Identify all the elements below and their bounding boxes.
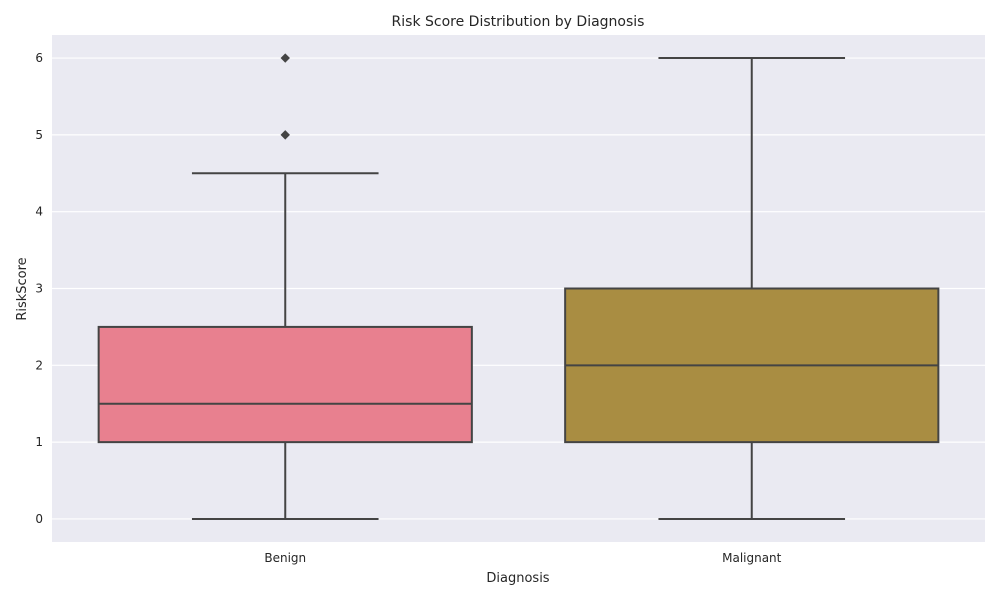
- y-tick-label: 4: [35, 205, 43, 219]
- x-tick-label: Malignant: [722, 551, 782, 565]
- y-tick-label: 1: [35, 435, 43, 449]
- y-tick-label: 2: [35, 358, 43, 372]
- x-tick-label: Benign: [264, 551, 306, 565]
- x-tick-labels: Benign Malignant: [264, 551, 781, 565]
- chart-title: Risk Score Distribution by Diagnosis: [392, 14, 645, 30]
- iqr-box: [97, 325, 473, 444]
- y-tick-labels: 0 1 2 3 4 5 6: [35, 51, 43, 526]
- y-tick-label: 0: [35, 512, 43, 526]
- boxes: [97, 53, 940, 520]
- outlier-marker: [280, 130, 290, 140]
- box-benign: [97, 53, 473, 520]
- y-tick-label: 3: [35, 282, 43, 296]
- x-axis-label: Diagnosis: [486, 571, 549, 586]
- y-axis-label: RiskScore: [15, 257, 30, 320]
- box-malignant: [564, 57, 940, 520]
- y-tick-label: 5: [35, 128, 43, 142]
- outlier-marker: [280, 53, 290, 63]
- y-tick-label: 6: [35, 51, 43, 65]
